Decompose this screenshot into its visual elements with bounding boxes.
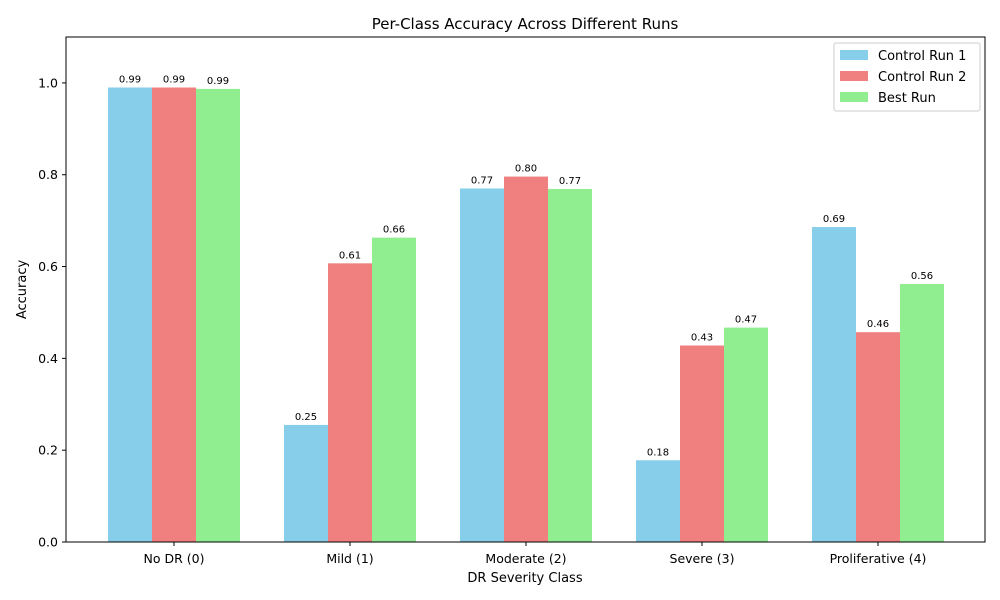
y-tick-label: 0.6 <box>38 259 58 274</box>
y-axis-label: Accuracy <box>15 260 30 320</box>
legend-swatch-control-run-1 <box>840 50 868 60</box>
bar-labels-group: 0.99 0.25 0.77 0.18 0.69 0.99 0.61 0.80 0.43 0.46… <box>119 75 933 459</box>
bar-value-label: 0.18 <box>647 447 669 458</box>
bar-control-run-1-3 <box>636 460 680 542</box>
x-tick-label: Proliferative (4) <box>830 551 927 566</box>
bar-control-run-1-0 <box>108 87 152 542</box>
x-axis-label: DR Severity Class <box>467 571 582 586</box>
x-tick-label: No DR (0) <box>144 551 205 566</box>
x-axis: No DR (0) Mild (1) Moderate (2) Severe (3) P… <box>144 542 927 566</box>
bar-best-run-1 <box>372 237 416 542</box>
y-tick-label: 1.0 <box>38 75 58 90</box>
bar-value-label: 0.66 <box>383 225 405 236</box>
legend-swatch-control-run-2 <box>840 71 868 81</box>
y-tick-label: 0.8 <box>38 167 58 182</box>
legend: Control Run 1 Control Run 2 Best Run <box>833 42 981 112</box>
bar-control-run-1-2 <box>460 188 504 542</box>
y-axis: 0.0 0.2 0.4 0.6 0.8 1.0 <box>38 75 66 550</box>
bar-value-label: 0.99 <box>119 75 141 86</box>
x-tick-label: Moderate (2) <box>485 551 566 566</box>
legend-entry-label: Control Run 2 <box>878 70 966 85</box>
bar-control-run-1-1 <box>284 424 328 542</box>
bar-value-label: 0.77 <box>559 176 581 187</box>
legend-entry-label: Control Run 1 <box>878 49 966 64</box>
bar-value-label: 0.47 <box>735 315 757 326</box>
y-tick-label: 0.2 <box>38 443 58 458</box>
chart-title: Per-Class Accuracy Across Different Runs <box>372 15 679 33</box>
bars-group <box>108 87 944 543</box>
legend-swatch-best-run <box>840 92 868 102</box>
bar-control-run-2-4 <box>856 332 900 542</box>
bar-value-label: 0.99 <box>207 76 229 87</box>
y-tick-label: 0.0 <box>38 535 58 550</box>
bar-best-run-2 <box>548 188 592 542</box>
bar-value-label: 0.46 <box>867 319 889 330</box>
bar-control-run-1-4 <box>812 227 856 542</box>
bar-value-label: 0.25 <box>295 412 317 423</box>
bar-value-label: 0.80 <box>515 164 537 175</box>
legend-frame <box>833 42 981 112</box>
x-tick-label: Mild (1) <box>326 551 373 566</box>
bar-value-label: 0.56 <box>911 271 933 282</box>
bar-control-run-2-2 <box>504 176 548 542</box>
bar-value-label: 0.43 <box>691 333 713 344</box>
bar-control-run-2-0 <box>152 87 196 542</box>
bar-value-label: 0.61 <box>339 250 361 261</box>
plot-frame <box>65 36 986 543</box>
bar-best-run-4 <box>900 283 944 542</box>
bar-value-label: 0.99 <box>163 75 185 86</box>
legend-entry-label: Best Run <box>878 91 936 106</box>
bar-value-label: 0.69 <box>823 214 845 225</box>
bar-control-run-2-1 <box>328 263 372 542</box>
bar-best-run-3 <box>724 327 768 542</box>
bar-value-label: 0.77 <box>471 176 493 187</box>
x-tick-label: Severe (3) <box>670 551 735 566</box>
bar-control-run-2-3 <box>680 345 724 542</box>
y-tick-label: 0.4 <box>38 351 58 366</box>
bar-best-run-0 <box>196 88 240 543</box>
